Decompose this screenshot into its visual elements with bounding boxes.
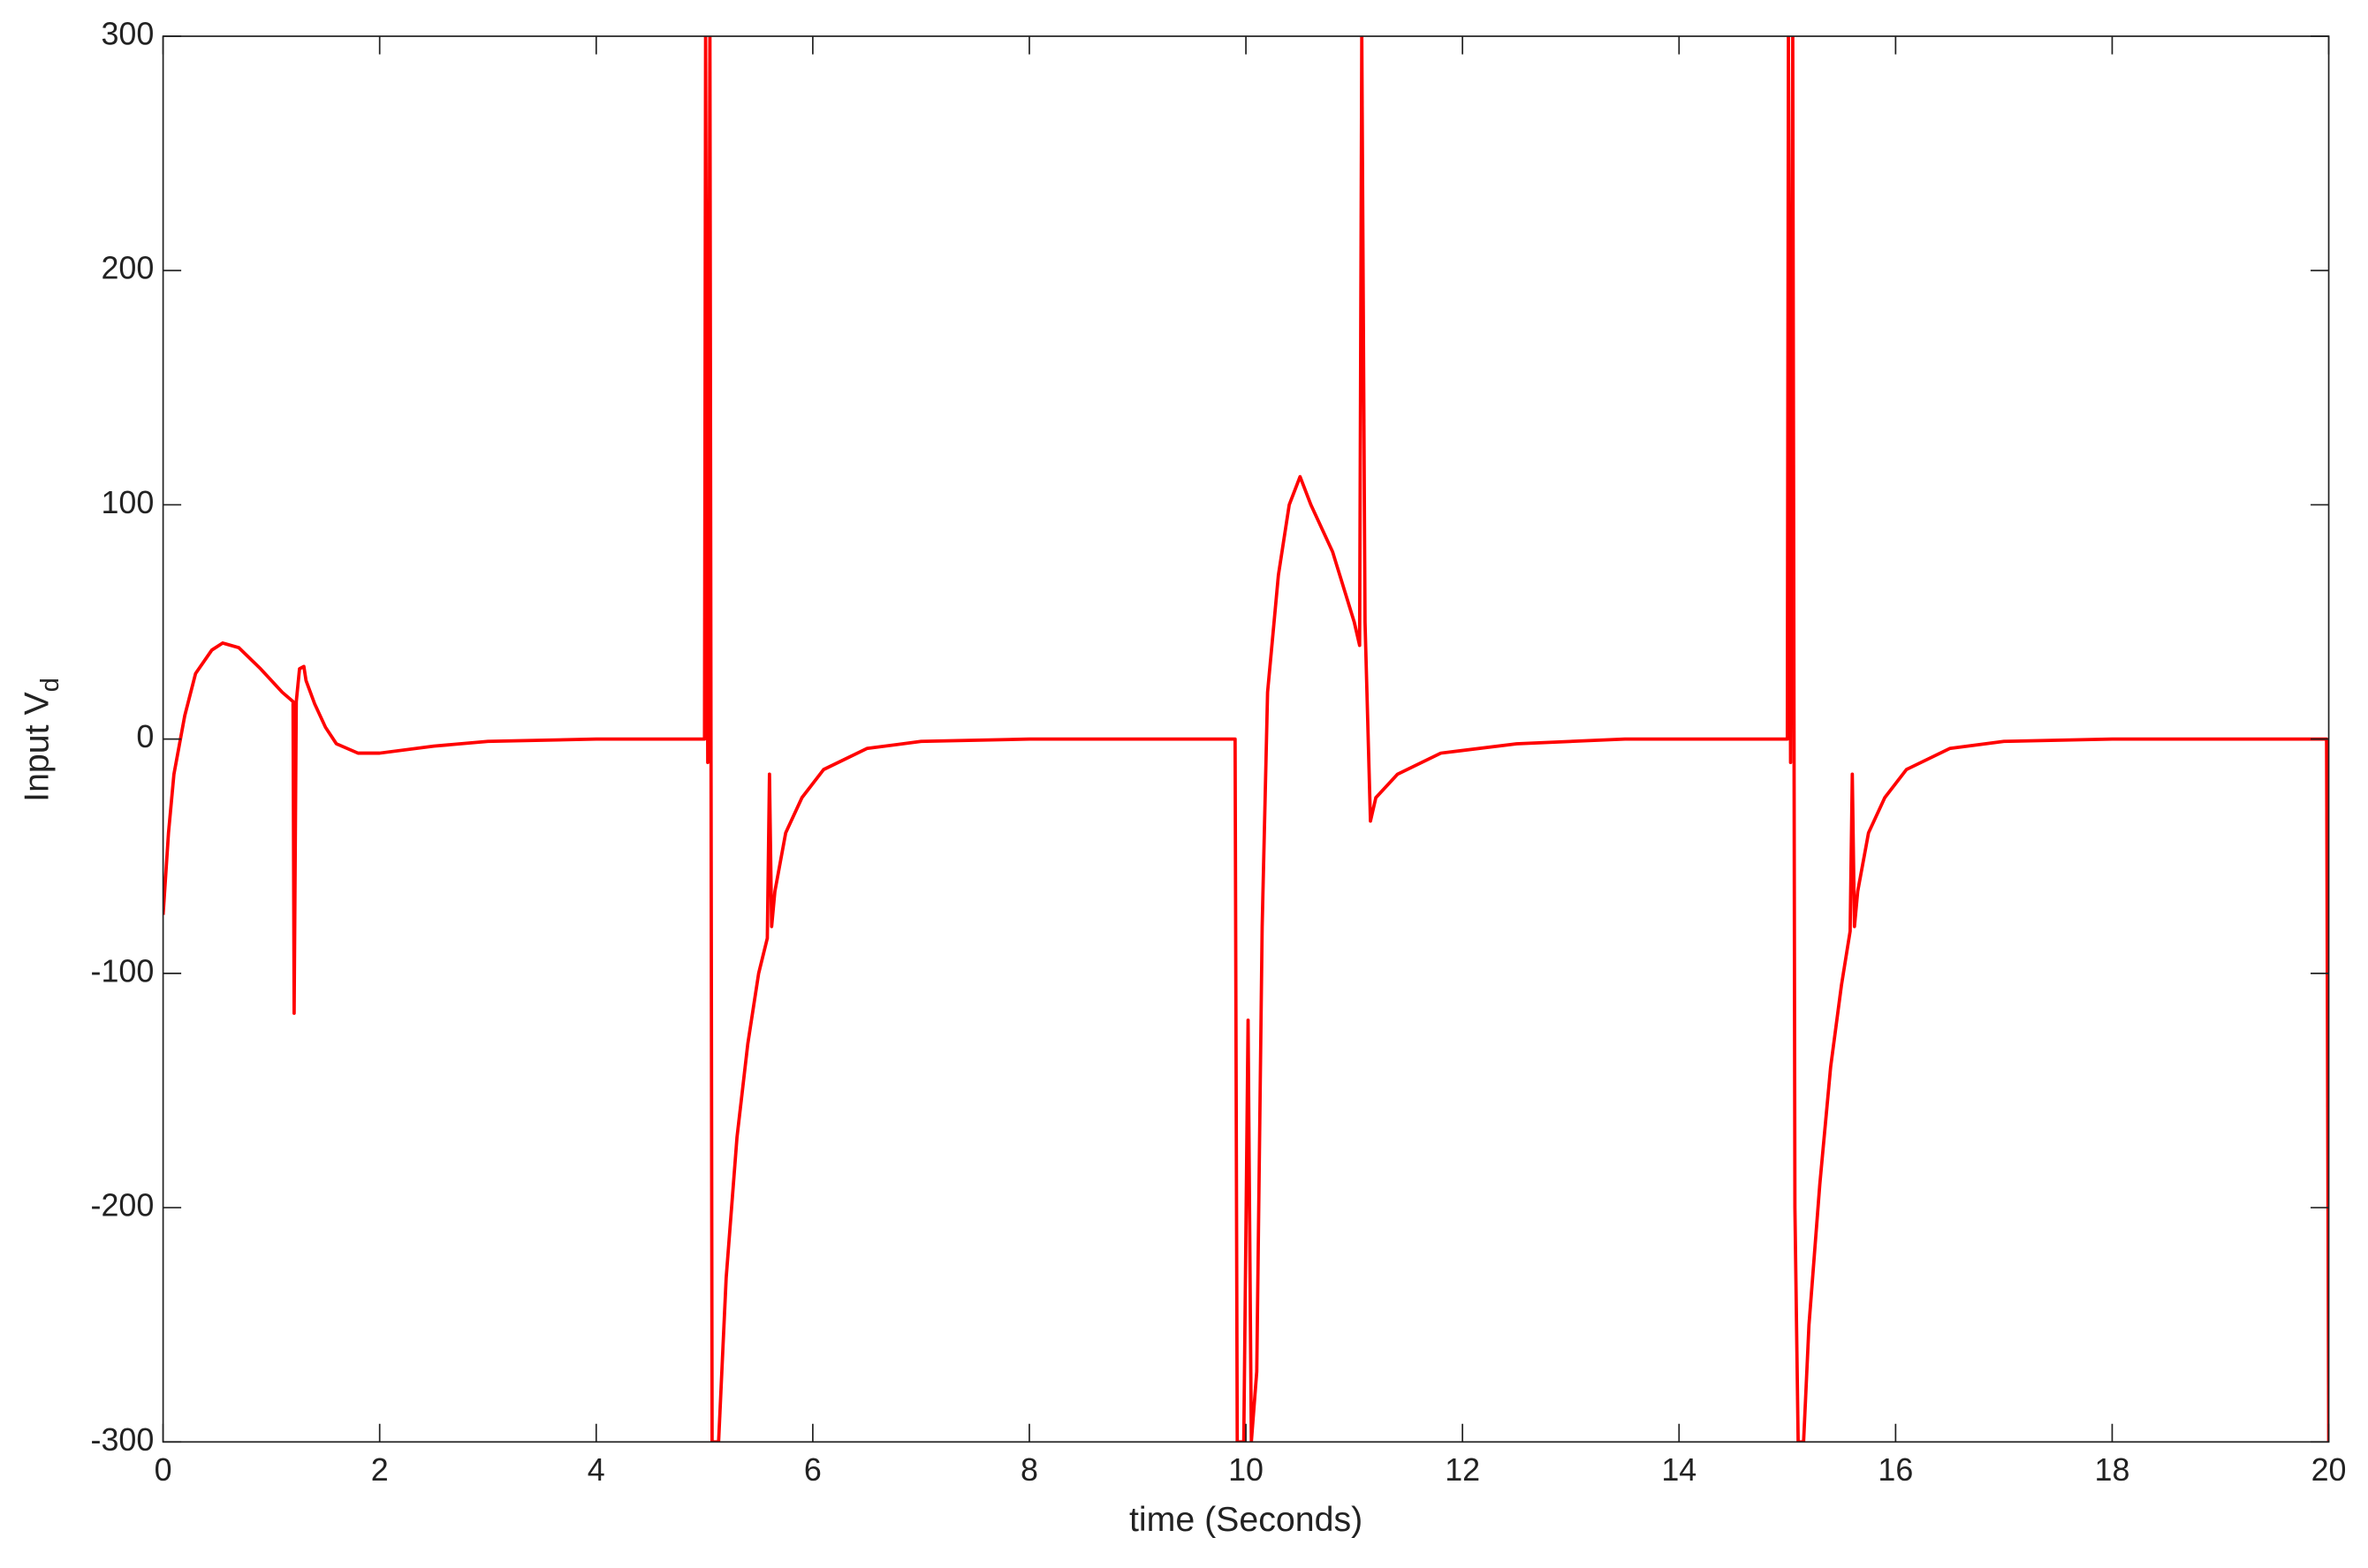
x-tick-label: 0 <box>155 1452 172 1488</box>
y-axis-label-subscript: d <box>36 678 65 692</box>
line-series <box>163 36 2329 1443</box>
x-tick-label: 8 <box>1021 1452 1038 1488</box>
x-tick-label: 6 <box>804 1452 822 1488</box>
y-tick-label: -100 <box>91 953 155 989</box>
y-axis-label-main: Input V <box>18 692 57 802</box>
y-tick-label: 300 <box>101 17 154 52</box>
y-tick-label: -300 <box>91 1422 155 1458</box>
x-tick-label: 2 <box>371 1452 389 1488</box>
x-tick-label: 18 <box>2095 1452 2130 1488</box>
x-tick-label: 20 <box>2311 1452 2347 1488</box>
x-tick-label: 14 <box>1661 1452 1696 1488</box>
y-tick-label: 200 <box>101 251 154 286</box>
y-tick-label: 100 <box>101 485 154 520</box>
x-tick-label: 12 <box>1445 1452 1480 1488</box>
x-tick-label: 4 <box>588 1452 605 1488</box>
x-axis-label: time (Seconds) <box>1129 1500 1362 1539</box>
y-axis-label: Input Vd <box>18 678 65 802</box>
y-tick-label: -200 <box>91 1188 155 1223</box>
x-tick-label: 10 <box>1228 1452 1264 1488</box>
plot-area <box>163 36 2329 1443</box>
x-tick-label: 16 <box>1878 1452 1913 1488</box>
y-tick-label: 0 <box>136 719 154 754</box>
